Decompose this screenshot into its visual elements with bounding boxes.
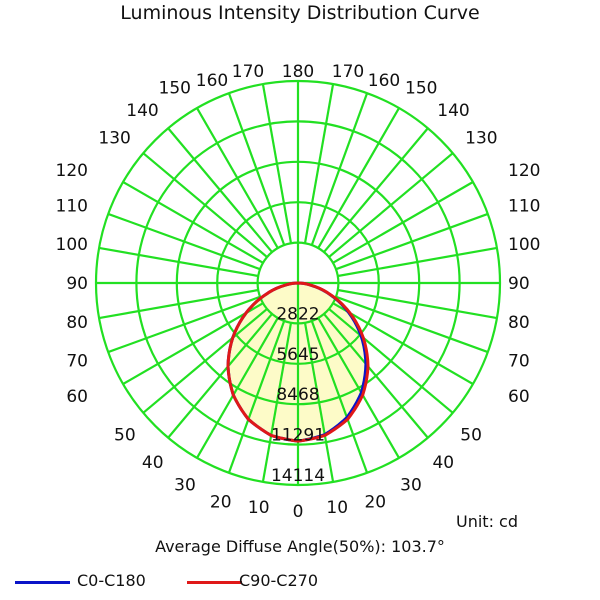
angle-label: 10 (248, 498, 270, 518)
angle-label: 130 (465, 129, 497, 149)
grid-spoke (196, 317, 279, 459)
grid-spoke (310, 320, 369, 474)
angle-label: 160 (368, 71, 400, 91)
radial-tick-labels: 2822 5645 8468 11291 14114 (271, 304, 325, 486)
angle-label: 140 (126, 101, 158, 121)
angle-label: 130 (98, 129, 130, 149)
angle-label: 160 (196, 71, 228, 91)
angle-label: 40 (432, 453, 454, 473)
angle-label: 70 (508, 351, 530, 371)
grid-spoke (98, 246, 259, 278)
angle-label: 100 (508, 235, 540, 255)
angle-label: 50 (114, 425, 136, 445)
angle-label: 110 (56, 197, 88, 217)
angle-label: 170 (232, 62, 264, 82)
grid-spoke (227, 320, 286, 474)
chart-title: Luminous Intensity Distribution Curve (120, 2, 480, 24)
angle-label: 120 (56, 161, 88, 181)
radial-tick-label: 5645 (276, 345, 319, 365)
angle-label: 10 (326, 498, 348, 518)
grid-spoke (98, 288, 259, 320)
grid-spoke (335, 212, 489, 271)
grid-spoke (328, 308, 454, 414)
grid-spoke (122, 302, 264, 385)
grid-spoke (227, 92, 286, 246)
grid-spoke (107, 212, 261, 271)
grid-spoke (317, 317, 400, 459)
angle-label: 170 (332, 62, 364, 82)
grid-spoke (337, 246, 498, 278)
angle-label: 90 (66, 274, 88, 294)
angle-label: 80 (508, 313, 530, 333)
average-diffuse-angle: Average Diffuse Angle(50%): 103.7° (155, 537, 445, 556)
radial-tick-label: 8468 (276, 385, 319, 405)
radial-tick-label: 2822 (276, 304, 319, 324)
angle-label: 150 (159, 78, 191, 98)
angle-label: 50 (460, 425, 482, 445)
angle-label: 110 (508, 197, 540, 217)
angle-label: 70 (66, 351, 88, 371)
grid-spoke (142, 308, 268, 414)
angle-label: 140 (437, 101, 469, 121)
angle-label: 40 (142, 453, 164, 473)
angle-label: 150 (405, 78, 437, 98)
angle-label: 60 (508, 387, 530, 407)
grid-spoke (142, 152, 268, 258)
grid-spoke (337, 288, 498, 320)
angle-label: 180 (282, 62, 314, 82)
angle-label: 20 (364, 492, 386, 512)
radial-tick-label: 14114 (271, 466, 325, 486)
angle-label: 30 (174, 476, 196, 496)
grid-spoke (261, 322, 293, 483)
angle-label: 100 (56, 235, 88, 255)
grid-spoke (332, 302, 474, 385)
grid-spoke (167, 313, 273, 439)
legend-label-c90-c270: C90-C270 (239, 571, 319, 590)
angle-label: 120 (508, 161, 540, 181)
grid-spoke (317, 107, 400, 249)
grid-spoke (335, 295, 489, 354)
legend-swatch-c0-c180 (15, 581, 70, 584)
grid-spoke (167, 127, 273, 253)
angle-label: 80 (66, 313, 88, 333)
grid-spoke (310, 92, 369, 246)
angle-label: 90 (508, 274, 530, 294)
intensity-curves (226, 281, 370, 443)
angle-label: 0 (293, 502, 304, 522)
grid-spoke (303, 322, 335, 483)
grid-spoke (323, 127, 429, 253)
grid-spoke (323, 313, 429, 439)
unit-label: Unit: cd (456, 512, 518, 531)
grid-spoke (196, 107, 279, 249)
grid-spoke (107, 295, 261, 354)
angle-label: 60 (66, 387, 88, 407)
grid-spoke (122, 181, 264, 264)
angle-label: 30 (400, 476, 422, 496)
grid-spoke (328, 152, 454, 258)
legend-label-c0-c180: C0-C180 (77, 571, 146, 590)
radial-tick-label: 11291 (271, 426, 325, 446)
curve-c90-c270 (226, 281, 370, 443)
grid-spoke (303, 83, 335, 244)
legend-swatch-c90-c270 (187, 581, 242, 584)
polar-grid (94, 79, 502, 487)
angle-label: 20 (210, 492, 232, 512)
grid-spoke (332, 181, 474, 264)
grid-spoke (261, 83, 293, 244)
